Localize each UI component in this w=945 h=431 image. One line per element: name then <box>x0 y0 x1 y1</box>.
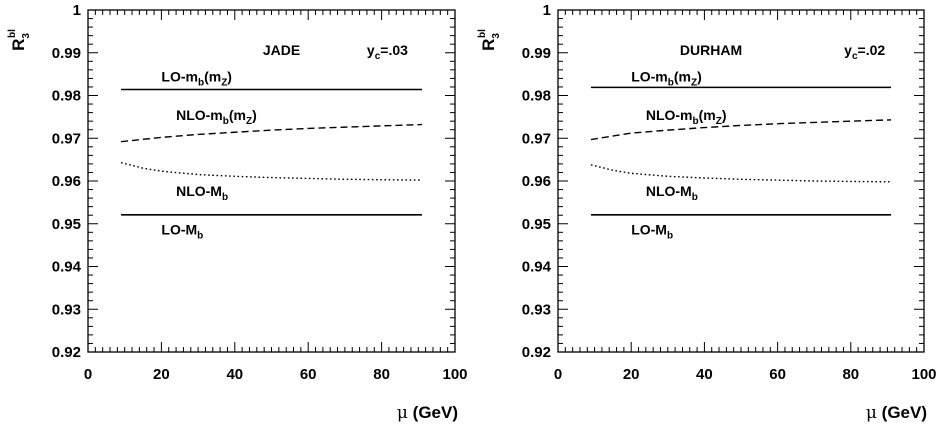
series-label-text: ) <box>722 107 727 123</box>
y-tick-label: 0.94 <box>522 259 552 276</box>
y-tick-label: 0.99 <box>52 45 81 62</box>
series-label-sub: b <box>223 116 229 127</box>
y-axis-title: R3bl <box>7 29 32 51</box>
x-tick-label: 60 <box>300 366 317 383</box>
series-label-lo_mbmz: LO-mb(mZ) <box>631 68 702 88</box>
series-label-text: NLO-M <box>646 183 692 199</box>
series-label-text: (m <box>204 68 221 84</box>
ycut-value: =.03 <box>380 42 408 58</box>
x-axis-title-unit: (GeV) <box>408 403 458 422</box>
y-axis-title-main: R <box>479 39 498 51</box>
series-label-sub: b <box>222 192 228 203</box>
y-axis-title-sup: bl <box>477 29 488 38</box>
y-axis-title-sub: 3 <box>491 33 502 39</box>
series-label-lo_mbmz: LO-mb(mZ) <box>161 68 232 88</box>
x-axis-title: μ (GeV) <box>397 403 458 423</box>
series-line-nlo_Mb <box>590 164 892 183</box>
series-label-nlo_mbmz: NLO-mb(mZ) <box>646 107 727 127</box>
series-label-lo_Mb: LO-Mb <box>161 221 203 241</box>
series-line-nlo_mbmz <box>590 119 892 141</box>
ycut-label: yc=.02 <box>844 42 885 62</box>
y-tick-label: 0.99 <box>522 45 551 62</box>
y-axis-title-sup: bl <box>7 29 18 38</box>
series-label-sub: b <box>667 230 673 241</box>
series-line-nlo_Mb <box>120 161 422 181</box>
plot-frame <box>87 9 456 353</box>
algorithm-label: DURHAM <box>680 42 742 58</box>
chart-panel-left: 0 20 40 60 80 100 0.92 0.93 0.94 0.95 0.96 0.97 0.98… <box>7 2 468 423</box>
x-tick-label: 60 <box>769 366 786 383</box>
series-label-sub: Z <box>691 77 697 88</box>
series-label-text: LO-m <box>631 68 668 84</box>
y-tick-label: 1 <box>73 2 81 19</box>
series-label-text: NLO-m <box>176 107 223 123</box>
x-axis-title: μ (GeV) <box>866 403 927 423</box>
series-label-sub: b <box>668 77 674 88</box>
ycut-symbol: y <box>844 42 852 58</box>
ycut-label: yc=.03 <box>367 42 408 62</box>
y-axis-title-sub: 3 <box>21 33 32 39</box>
x-tick-label: 40 <box>696 366 713 383</box>
chart-panel-right: 0 20 40 60 80 100 0.92 0.93 0.94 0.95 0.96 0.97 0.98… <box>477 2 937 423</box>
series-label-text: LO-m <box>161 68 198 84</box>
y-tick-label: 0.93 <box>522 301 551 318</box>
ycut-subscript: c <box>852 51 858 62</box>
series-label-text: ) <box>227 68 232 84</box>
x-tick-label: 0 <box>84 366 92 383</box>
x-tick-label: 80 <box>373 366 390 383</box>
x-tick-label: 20 <box>623 366 640 383</box>
x-tick-label: 40 <box>226 366 243 383</box>
x-tick-label: 100 <box>442 366 467 383</box>
series-label-lo_Mb: LO-Mb <box>631 221 673 241</box>
y-tick-label: 0.98 <box>52 88 81 105</box>
series-label-sub: b <box>692 192 698 203</box>
series-label-sub: b <box>197 230 203 241</box>
series-label-text: (m <box>699 107 716 123</box>
series-label-text: ) <box>252 107 257 123</box>
x-tick-label: 100 <box>911 366 936 383</box>
y-axis-title: R3bl <box>477 29 502 51</box>
ycut-subscript: c <box>375 51 381 62</box>
y-tick-label: 0.97 <box>522 130 551 147</box>
x-tick-label: 20 <box>153 366 170 383</box>
x-tick-label: 80 <box>842 366 859 383</box>
series-label-text: NLO-M <box>176 183 222 199</box>
x-axis-title-mu: μ <box>397 403 408 423</box>
series-label-nlo_mbmz: NLO-mb(mZ) <box>176 107 257 127</box>
series-line-nlo_mbmz <box>120 123 422 143</box>
series-label-nlo_Mb: NLO-Mb <box>176 183 228 203</box>
series-label-text: ) <box>697 68 702 84</box>
y-tick-label: 0.98 <box>522 88 551 105</box>
plot-frame <box>557 9 925 353</box>
series-label-sub: Z <box>246 116 252 127</box>
y-axis-title-main: R <box>9 39 28 51</box>
y-tick-label: 1 <box>543 2 551 19</box>
y-tick-label: 0.95 <box>52 216 81 233</box>
y-tick-label: 0.96 <box>522 173 551 190</box>
ycut-symbol: y <box>367 42 375 58</box>
series-label-sub: b <box>198 77 204 88</box>
y-tick-label: 0.96 <box>52 173 81 190</box>
series-label-sub: Z <box>716 116 722 127</box>
y-tick-label: 0.95 <box>522 216 551 233</box>
series-label-text: (m <box>674 68 691 84</box>
series-label-text: LO-M <box>631 221 667 237</box>
series-label-nlo_Mb: NLO-Mb <box>646 183 698 203</box>
series-label-text: (m <box>229 107 246 123</box>
y-tick-label: 0.93 <box>52 301 81 318</box>
y-tick-label: 0.94 <box>52 259 82 276</box>
series-label-sub: Z <box>221 77 227 88</box>
y-tick-label: 0.92 <box>52 344 81 361</box>
series-label-text: LO-M <box>161 221 197 237</box>
algorithm-label: JADE <box>263 42 300 58</box>
x-axis-title-unit: (GeV) <box>877 403 927 422</box>
series-label-text: NLO-m <box>646 107 693 123</box>
series-label-sub: b <box>693 116 699 127</box>
ycut-value: =.02 <box>858 42 886 58</box>
y-tick-label: 0.92 <box>522 344 551 361</box>
x-tick-label: 0 <box>554 366 562 383</box>
y-tick-label: 0.97 <box>52 130 81 147</box>
x-axis-title-mu: μ <box>866 403 877 423</box>
